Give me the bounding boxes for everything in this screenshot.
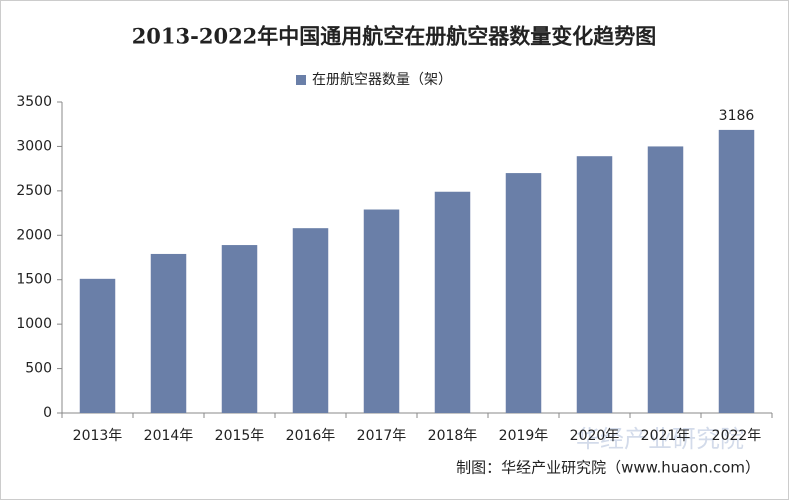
bar: [150, 253, 187, 413]
y-tick-label: 2000: [16, 227, 52, 243]
bar: [434, 191, 471, 413]
bar: [363, 209, 400, 413]
data-label: 3186: [719, 108, 755, 124]
x-tick-label: 2019年: [499, 428, 549, 444]
legend-swatch: [296, 75, 306, 85]
x-tick-label: 2021年: [641, 428, 691, 444]
x-tick-label: 2022年: [712, 428, 762, 444]
bar: [718, 129, 755, 414]
x-tick-label: 2013年: [73, 428, 123, 444]
watermark: 华经产业研究院: [576, 425, 744, 453]
bar: [79, 278, 116, 413]
bar: [576, 156, 613, 413]
y-tick-label: 2500: [16, 183, 52, 199]
source: 制图：华经产业研究院（www.huaon.com）: [456, 459, 760, 477]
y-tick-label: 0: [43, 405, 52, 421]
x-tick-label: 2017年: [357, 428, 407, 444]
y-tick-label: 3000: [16, 138, 52, 154]
bar: [221, 245, 258, 413]
x-tick-label: 2016年: [286, 428, 336, 444]
bar: [505, 173, 542, 413]
chart-title: 2013-2022年中国通用航空在册航空器数量变化趋势图: [132, 24, 657, 49]
x-tick-label: 2014年: [144, 428, 194, 444]
y-tick-label: 1500: [16, 272, 52, 288]
y-tick-label: 1000: [16, 316, 52, 332]
x-tick-label: 2020年: [570, 428, 620, 444]
x-tick-label: 2018年: [428, 428, 478, 444]
legend-label: 在册航空器数量（架）: [312, 72, 452, 88]
x-tick-label: 2015年: [215, 428, 265, 444]
bar: [647, 146, 684, 413]
y-tick-label: 500: [25, 361, 52, 377]
y-tick-label: 3500: [16, 94, 52, 110]
bar: [292, 228, 329, 413]
